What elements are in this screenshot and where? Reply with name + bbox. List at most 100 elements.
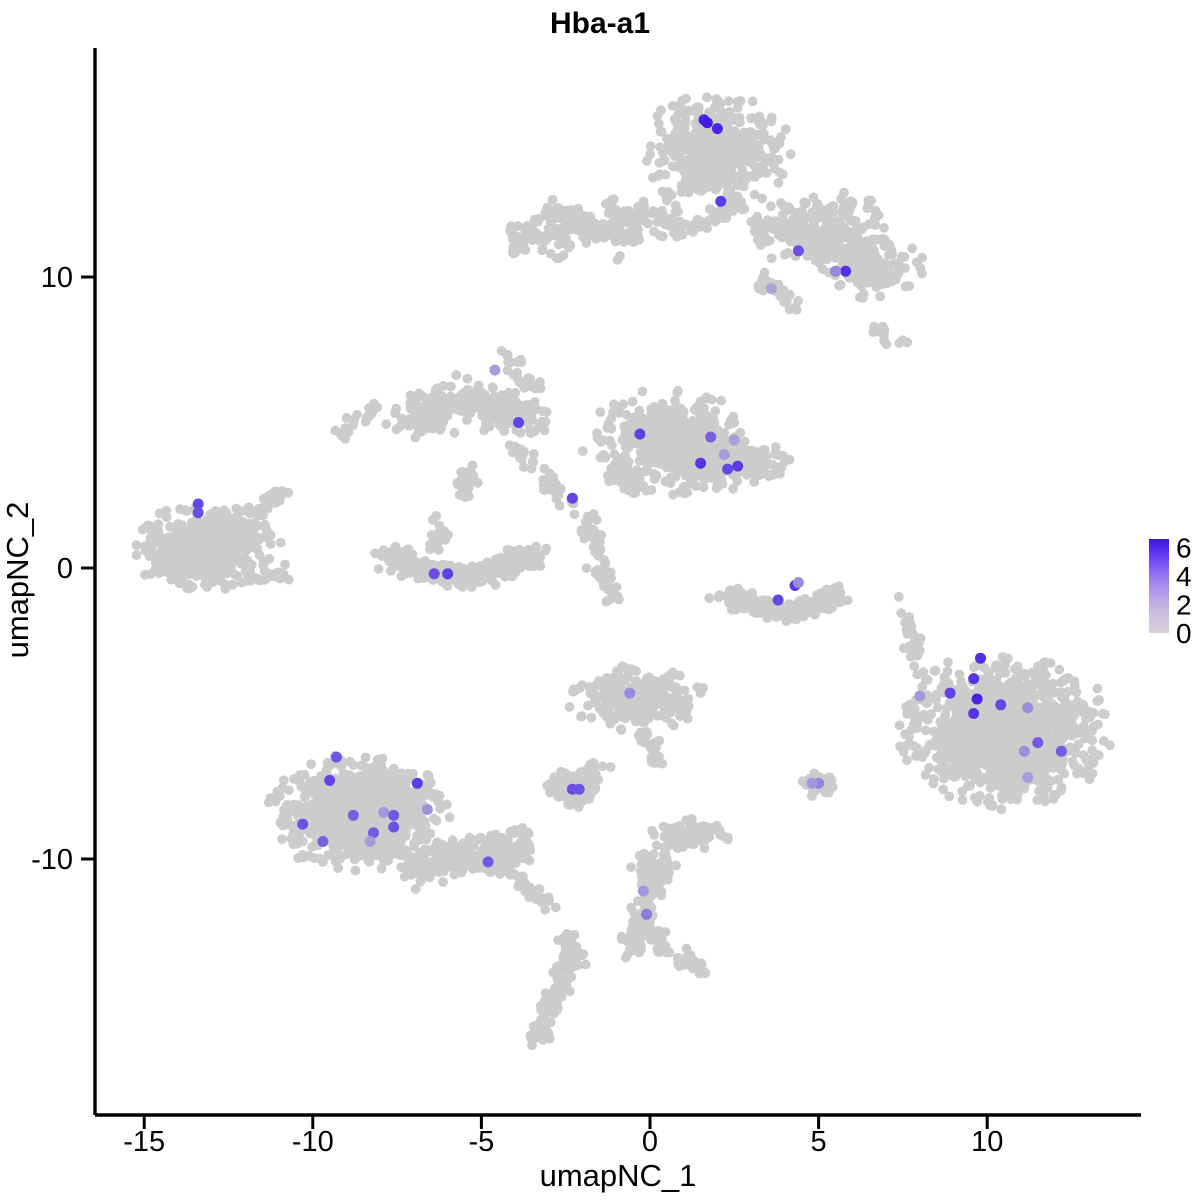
scatter-point bbox=[659, 155, 670, 166]
scatter-point bbox=[649, 226, 659, 237]
scatter-point bbox=[747, 466, 758, 476]
scatter-point bbox=[836, 193, 846, 204]
scatter-point bbox=[1000, 668, 1011, 678]
scatter-point bbox=[989, 727, 999, 738]
scatter-point bbox=[1012, 788, 1023, 799]
scatter-point bbox=[760, 134, 771, 145]
scatter-point bbox=[921, 745, 931, 756]
scatter-point bbox=[577, 446, 588, 456]
scatter-point bbox=[306, 759, 317, 769]
scatter-point bbox=[161, 561, 172, 572]
scatter-point bbox=[606, 423, 617, 434]
scatter-point bbox=[977, 674, 988, 685]
scatter-point bbox=[420, 556, 431, 566]
scatter-point bbox=[800, 198, 810, 209]
scatter-point bbox=[406, 787, 416, 797]
scatter-point bbox=[975, 777, 986, 788]
scatter-point bbox=[931, 694, 941, 705]
scatter-point bbox=[929, 726, 939, 737]
scatter-point bbox=[231, 541, 242, 551]
scatter-point bbox=[525, 428, 536, 439]
scatter-point bbox=[545, 248, 556, 259]
scatter-point bbox=[387, 786, 398, 797]
scatter-point bbox=[778, 201, 789, 211]
scatter-point bbox=[772, 137, 783, 148]
scatter-point bbox=[394, 559, 405, 570]
scatter-point bbox=[428, 791, 438, 802]
scatter-point bbox=[928, 778, 939, 789]
scatter-point bbox=[690, 443, 701, 453]
scatter-point bbox=[1003, 653, 1013, 664]
scatter-point bbox=[651, 405, 662, 416]
scatter-point bbox=[1019, 668, 1029, 679]
scatter-point bbox=[758, 159, 769, 170]
scatter-point bbox=[598, 449, 609, 460]
scatter-point bbox=[652, 110, 663, 121]
scatter-point bbox=[557, 229, 568, 239]
scatter-point bbox=[419, 573, 429, 583]
scatter-point bbox=[665, 144, 675, 155]
scatter-point bbox=[1056, 782, 1067, 793]
scatter-point bbox=[970, 661, 981, 671]
scatter-point bbox=[757, 193, 767, 204]
scatter-point bbox=[336, 826, 347, 837]
scatter-point bbox=[956, 744, 967, 755]
scatter-point bbox=[848, 227, 859, 237]
scatter-point bbox=[1097, 708, 1108, 719]
scatter-point bbox=[540, 545, 551, 556]
scatter-point bbox=[336, 804, 347, 814]
scatter-point bbox=[494, 415, 505, 425]
scatter-point bbox=[505, 226, 516, 237]
scatter-point bbox=[360, 752, 371, 763]
scatter-point bbox=[1016, 683, 1027, 694]
scatter-point bbox=[1005, 737, 1015, 747]
scatter-point bbox=[754, 111, 765, 122]
scatter-point bbox=[143, 520, 154, 531]
scatter-point bbox=[458, 404, 469, 415]
scatter-point bbox=[766, 608, 776, 619]
scatter-point bbox=[1006, 719, 1017, 730]
scatter-point bbox=[540, 231, 551, 241]
scatter-point bbox=[766, 253, 777, 264]
scatter-point bbox=[785, 607, 795, 618]
scatter-point bbox=[435, 424, 446, 435]
scatter-point bbox=[653, 433, 663, 444]
scatter-point bbox=[1087, 735, 1097, 746]
scatter-point bbox=[657, 398, 668, 409]
scatter-point bbox=[1018, 690, 1029, 701]
scatter-point bbox=[508, 546, 518, 556]
scatter-point bbox=[668, 426, 679, 437]
scatter-point bbox=[655, 142, 666, 153]
scatter-point bbox=[173, 519, 184, 529]
scatter-point bbox=[394, 771, 405, 782]
scatter-point bbox=[1059, 768, 1070, 779]
scatter-point bbox=[1087, 745, 1098, 756]
scatter-point bbox=[660, 476, 671, 487]
scatter-point bbox=[743, 601, 753, 612]
scatter-point bbox=[319, 787, 330, 798]
page-title: Hba-a1 bbox=[549, 7, 651, 40]
scatter-point bbox=[386, 566, 396, 576]
scatter-point bbox=[275, 537, 286, 548]
scatter-point bbox=[252, 532, 262, 542]
scatter-point bbox=[404, 414, 415, 424]
scatter-point bbox=[405, 403, 416, 414]
scatter-point bbox=[729, 132, 739, 143]
scatter-point bbox=[224, 556, 235, 567]
scatter-point bbox=[446, 381, 456, 392]
scatter-point bbox=[732, 103, 743, 113]
scatter-point bbox=[769, 163, 780, 174]
scatter-point bbox=[615, 220, 625, 230]
scatter-point bbox=[507, 571, 517, 582]
scatter-point bbox=[827, 231, 837, 242]
scatter-point bbox=[920, 725, 931, 736]
scatter-point bbox=[955, 701, 966, 712]
scatter-point bbox=[854, 292, 865, 303]
scatter-point bbox=[1002, 777, 1013, 788]
scatter-point bbox=[252, 543, 262, 553]
scatter-point bbox=[716, 474, 727, 485]
scatter-point bbox=[462, 373, 473, 384]
scatter-point bbox=[1009, 676, 1020, 687]
scatter-point bbox=[622, 428, 633, 439]
scatter-point bbox=[1010, 664, 1020, 674]
